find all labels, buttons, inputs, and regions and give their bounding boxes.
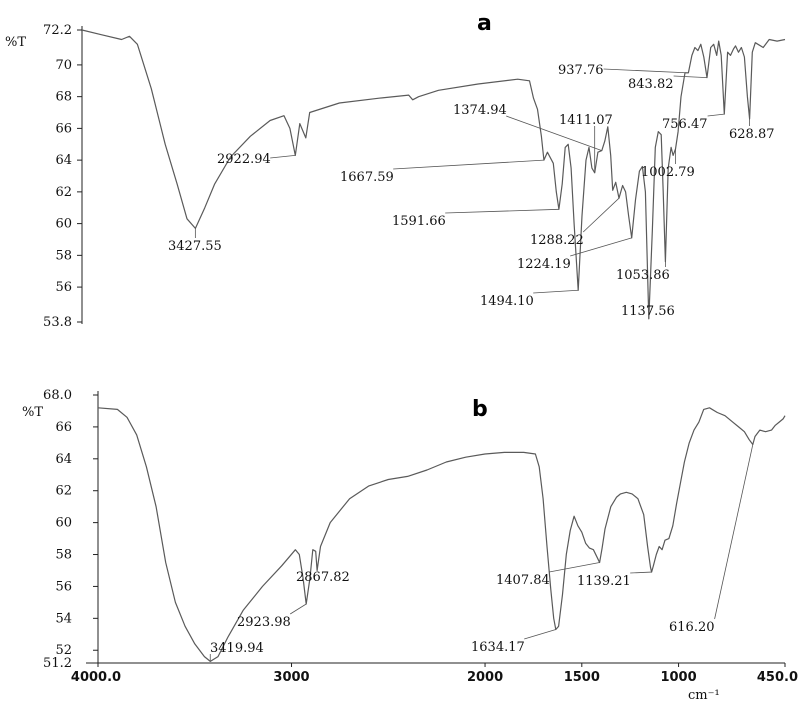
y-tick-label: 54	[55, 611, 72, 626]
y-tick-label: 53.8	[43, 315, 72, 330]
y-tick-label: 64	[55, 153, 72, 168]
peak-leader-line	[707, 113, 725, 117]
peak-label: 756.47	[662, 117, 708, 132]
y-tick-label: 51.2	[43, 656, 72, 671]
peak-label: 1137.56	[621, 304, 675, 319]
peak-label: 1139.21	[577, 574, 631, 589]
y-tick-label: 56	[55, 280, 72, 295]
y-tick-label: 56	[55, 579, 72, 594]
y-tick-label: 68	[55, 90, 72, 105]
peak-label: 2923.98	[237, 615, 291, 630]
peak-label: 2922.94	[217, 152, 271, 167]
y-tick-label: 64	[55, 452, 72, 467]
y-axis-label: %T	[5, 35, 26, 50]
spectrum-line	[97, 407, 786, 662]
x-tick-label: 1500	[564, 670, 600, 685]
peak-label: 1374.94	[453, 103, 507, 118]
peak-leader-line	[673, 75, 708, 79]
peak-label: 1667.59	[340, 170, 394, 185]
peak-label: 1407.84	[496, 573, 550, 588]
peak-label: 3419.94	[210, 641, 264, 656]
peak-label: 1224.19	[517, 257, 571, 272]
panel-a-spectrum-chart: 72.2 70 68 66 64 62 60 58 56 53.8 %T a 3427.55 2922.9…	[5, 11, 786, 330]
y-tick-label: 60	[55, 516, 72, 531]
peak-label: 1591.66	[392, 214, 446, 229]
peak-leader-line	[570, 237, 632, 257]
peak-leader-line	[630, 571, 652, 574]
peak-leader-line	[506, 115, 602, 151]
peak-leader-line	[270, 154, 296, 159]
peak-label: 1002.79	[641, 165, 695, 180]
x-axis-label: cm⁻¹	[688, 688, 720, 703]
peak-label: 1288.22	[530, 233, 584, 248]
peak-label: 3427.55	[168, 239, 222, 254]
peak-label: 1634.17	[471, 640, 525, 655]
peak-label: 937.76	[558, 63, 604, 78]
x-tick-label: 450.0	[757, 670, 798, 685]
panel-label: b	[472, 397, 488, 422]
peak-leader-line	[533, 289, 579, 294]
y-tick-label: 60	[55, 217, 72, 232]
peak-label: 628.87	[729, 127, 775, 142]
y-tick-label: 70	[55, 58, 72, 73]
y-tick-label: 72.2	[43, 23, 72, 38]
y-tick-label: 66	[55, 420, 72, 435]
y-tick-label: 58	[55, 248, 72, 263]
peak-leader-line	[549, 562, 600, 573]
x-tick-label: 4000.0	[71, 670, 121, 685]
peak-label: 843.82	[628, 77, 674, 92]
peak-leader-line	[445, 208, 559, 214]
y-tick-label: 66	[55, 121, 72, 136]
y-tick-label: 52	[55, 643, 72, 658]
peak-label: 1411.07	[559, 113, 613, 128]
y-axis-label: %T	[22, 405, 43, 420]
panel-label: a	[477, 11, 492, 36]
peak-label: 1053.86	[616, 268, 670, 283]
y-tick-label: 58	[55, 548, 72, 563]
peak-label: 616.20	[669, 620, 715, 635]
peak-leader-line	[603, 68, 689, 74]
x-tick-label: 1000	[660, 670, 696, 685]
peak-leader-line	[289, 603, 307, 615]
peak-label: 1494.10	[480, 294, 534, 309]
peak-leader-line	[393, 159, 544, 170]
spectrum-line	[81, 29, 786, 320]
peak-leader-line	[714, 444, 754, 620]
peak-leader-line	[524, 629, 556, 640]
y-tick-label: 68.0	[43, 388, 72, 403]
y-tick-label: 62	[55, 185, 72, 200]
x-tick-label: 3000	[273, 670, 309, 685]
peak-leader-line	[582, 197, 620, 233]
y-tick-label: 62	[55, 484, 72, 499]
x-tick-label: 2000	[467, 670, 503, 685]
peak-label: 2867.82	[296, 570, 350, 585]
